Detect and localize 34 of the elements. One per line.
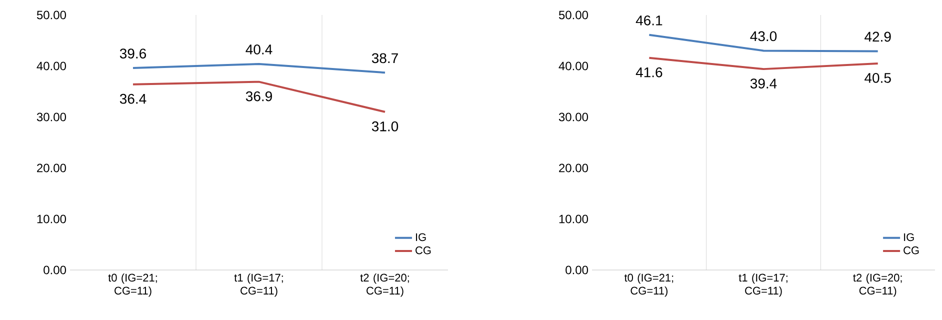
x-tick-label: t1 (IG=17; CG=11) — [738, 274, 788, 297]
y-tick-label: 10.00 — [559, 214, 588, 224]
y-tick-label: 50.00 — [558, 10, 588, 20]
y-tick-label: 50.00 — [36, 10, 66, 20]
data-label: 40.4 — [246, 44, 272, 54]
y-tick-label: 30.00 — [36, 112, 66, 122]
y-tick-label: 0.00 — [566, 266, 588, 274]
x-tick-label: t0 (IG=21; CG=11) — [624, 274, 674, 297]
data-label: 31.0 — [372, 121, 398, 132]
data-label: 39.4 — [750, 78, 777, 88]
x-tick-label: t0 (IG=21; CG=11) — [108, 274, 157, 297]
x-tick-label: t2 (IG=20; CG=11) — [853, 274, 902, 297]
y-tick-label: 20.00 — [37, 164, 66, 172]
data-label: 40.5 — [864, 72, 891, 83]
data-label: 43.0 — [750, 31, 777, 42]
y-tick-label: 10.00 — [37, 214, 66, 224]
y-tick-label: 40.00 — [36, 62, 66, 70]
data-label: 42.9 — [864, 32, 891, 42]
data-label: 39.6 — [120, 48, 146, 59]
legend-label: CG — [904, 246, 919, 254]
data-label: 46.1 — [636, 15, 662, 26]
data-label: 36.4 — [120, 94, 146, 104]
legend-label: CG — [416, 246, 431, 254]
legend-label: IG — [904, 233, 914, 242]
y-tick-label: 40.00 — [558, 62, 588, 70]
y-tick-label: 30.00 — [558, 112, 588, 122]
data-label: 36.9 — [246, 91, 272, 102]
y-tick-label: 20.00 — [559, 164, 588, 172]
data-label: 41.6 — [636, 67, 662, 78]
legend-label: IG — [416, 233, 426, 242]
x-tick-label: t2 (IG=20; CG=11) — [360, 274, 409, 297]
x-tick-label: t1 (IG=17; CG=11) — [234, 274, 283, 297]
y-tick-label: 0.00 — [44, 266, 66, 274]
data-label: 38.7 — [372, 53, 398, 64]
